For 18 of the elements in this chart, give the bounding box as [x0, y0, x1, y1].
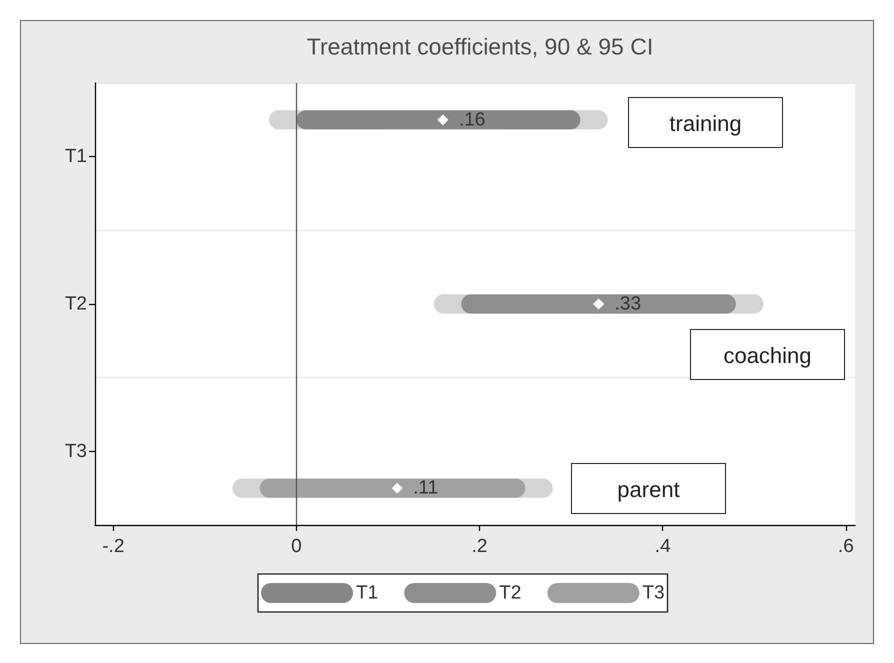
x-tick-label: .2: [472, 536, 488, 557]
x-tick-label: .6: [838, 536, 854, 557]
legend-label: T3: [642, 582, 665, 604]
y-tick-label: T2: [64, 294, 87, 314]
chart-title: Treatment coefficients, 90 & 95 CI: [306, 34, 654, 60]
y-tick-label: T3: [64, 440, 87, 462]
data-label: .11: [413, 478, 438, 499]
data-label: .16: [458, 109, 486, 130]
legend-label: T1: [356, 582, 378, 604]
x-tick-label: 0: [291, 536, 302, 557]
y-tick-label: T1: [64, 146, 87, 168]
annotation: training: [669, 111, 742, 138]
x-tick-label: -.2: [102, 536, 124, 557]
data-label: .33: [614, 294, 642, 314]
annotation: parent: [617, 477, 680, 504]
annotation: coaching: [723, 343, 812, 370]
legend-label: T2: [499, 582, 522, 604]
x-tick-label: .4: [654, 536, 672, 557]
